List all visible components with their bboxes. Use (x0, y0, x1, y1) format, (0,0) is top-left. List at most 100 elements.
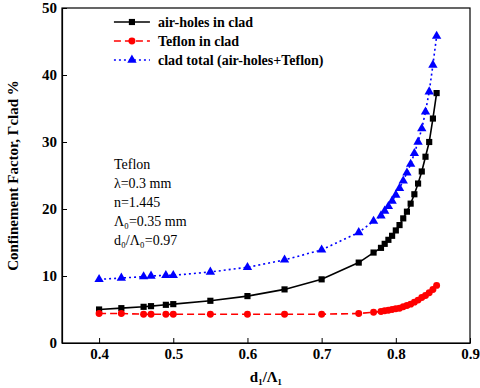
y-axis: 0 10 20 30 40 50 (42, 0, 67, 351)
tick: 0.7 (313, 338, 332, 362)
tick-mark (62, 75, 67, 76)
annotation: Teflon (114, 157, 150, 172)
series-marker (162, 311, 169, 318)
series-marker (433, 282, 440, 289)
tick: 30 (42, 134, 67, 150)
series-line (99, 93, 437, 309)
series-marker (370, 309, 377, 316)
annotation: n=1.445 (114, 195, 160, 210)
legend: air-holes in clad Teflon in clad clad tota… (114, 15, 324, 69)
tick-mark (322, 338, 323, 343)
series-marker (170, 301, 176, 307)
y-axis-title: Confinement Factor, Γclad % (5, 80, 21, 271)
series-marker (421, 106, 430, 114)
tick-label: 0.5 (164, 346, 183, 362)
legend-marker (129, 19, 135, 25)
series-marker (141, 304, 147, 310)
tick: 40 (42, 67, 67, 83)
series-marker (146, 271, 155, 279)
series-marker (426, 139, 432, 145)
series-marker (430, 115, 436, 121)
series-marker (408, 201, 414, 207)
tick: 0.9 (461, 338, 480, 362)
tick-mark (62, 142, 67, 143)
chart-container: 0.4 0.5 0.6 0.7 0.8 0.9 0 10 20 30 40 50 air-holes i… (0, 0, 480, 388)
tick-mark (62, 8, 67, 9)
series-marker (281, 311, 288, 318)
series-marker (395, 183, 404, 191)
series-marker (318, 311, 325, 318)
legend-item: clad total (air-holes+Teflon) (114, 53, 324, 69)
plot: 0.4 0.5 0.6 0.7 0.8 0.9 0 10 20 30 40 50 air-holes i… (42, 0, 480, 361)
series-marker (411, 191, 417, 197)
tick-label: 10 (42, 268, 57, 284)
tick-label: 0.8 (387, 346, 406, 362)
tick-mark (62, 276, 67, 277)
tick: 0.8 (387, 338, 406, 362)
series-marker (148, 303, 154, 309)
tick-mark (247, 338, 248, 343)
series-marker (389, 233, 395, 239)
tick: 10 (42, 268, 67, 284)
series-marker (432, 31, 441, 39)
series-marker (117, 273, 126, 281)
series-line (99, 285, 437, 314)
series-marker (419, 168, 425, 174)
annotation: Λ₀=0.35 mm (114, 214, 187, 229)
series-marker (400, 215, 406, 221)
tick: 20 (42, 201, 67, 217)
tick-mark (396, 338, 397, 343)
series-marker (410, 148, 419, 156)
tick: 50 (42, 0, 67, 16)
legend-item: Teflon in clad (114, 34, 239, 49)
legend-label: clad total (air-holes+Teflon) (158, 53, 324, 69)
tick-label: 50 (42, 0, 57, 16)
tick-label: 0.4 (90, 346, 109, 362)
series-line (99, 36, 437, 279)
series-marker (281, 286, 287, 292)
tick-label: 0.7 (313, 346, 332, 362)
data-layer (94, 31, 441, 318)
tick-mark (62, 209, 67, 210)
tick: 0.5 (164, 338, 183, 362)
tick-label: 30 (42, 134, 57, 150)
series-marker (169, 270, 178, 278)
series-marker (319, 276, 325, 282)
series-marker (399, 175, 408, 183)
series-marker (417, 123, 426, 131)
series-marker (396, 222, 402, 228)
tick: 0 (50, 335, 68, 351)
x-axis: 0.4 0.5 0.6 0.7 0.8 0.9 (63, 338, 480, 362)
series-marker (404, 209, 410, 215)
annotation-block: Teflonλ=0.3 mmn=1.445Λ₀=0.35 mmd₀/Λ₀=0.9… (114, 157, 187, 248)
tick: 0.4 (90, 338, 109, 362)
tick-label: 20 (42, 201, 57, 217)
tick-mark (99, 338, 100, 343)
series-marker (434, 90, 440, 96)
tick-label: 0 (50, 335, 58, 351)
legend-label: air-holes in clad (158, 15, 253, 30)
series-marker (244, 293, 250, 299)
series-marker (402, 167, 411, 175)
legend-item: air-holes in clad (114, 15, 253, 30)
tick: 0.6 (239, 338, 258, 362)
series-marker (148, 311, 155, 318)
series-marker (243, 262, 252, 270)
series-marker (428, 60, 437, 68)
series-marker (369, 216, 378, 224)
tick-label: 0.9 (461, 346, 480, 362)
series-marker (207, 298, 213, 304)
series-marker (370, 249, 376, 255)
axis-line (62, 9, 63, 344)
series-marker (355, 310, 362, 317)
series-marker (207, 311, 214, 318)
series-marker (280, 255, 289, 263)
series-marker (425, 86, 434, 94)
series-marker (356, 260, 362, 266)
tick-mark (470, 338, 471, 343)
series-marker (118, 310, 125, 317)
series-marker (415, 180, 421, 186)
series-marker (170, 311, 177, 318)
annotation: d₀/Λ₀=0.97 (114, 233, 177, 248)
tick-mark (62, 343, 67, 344)
